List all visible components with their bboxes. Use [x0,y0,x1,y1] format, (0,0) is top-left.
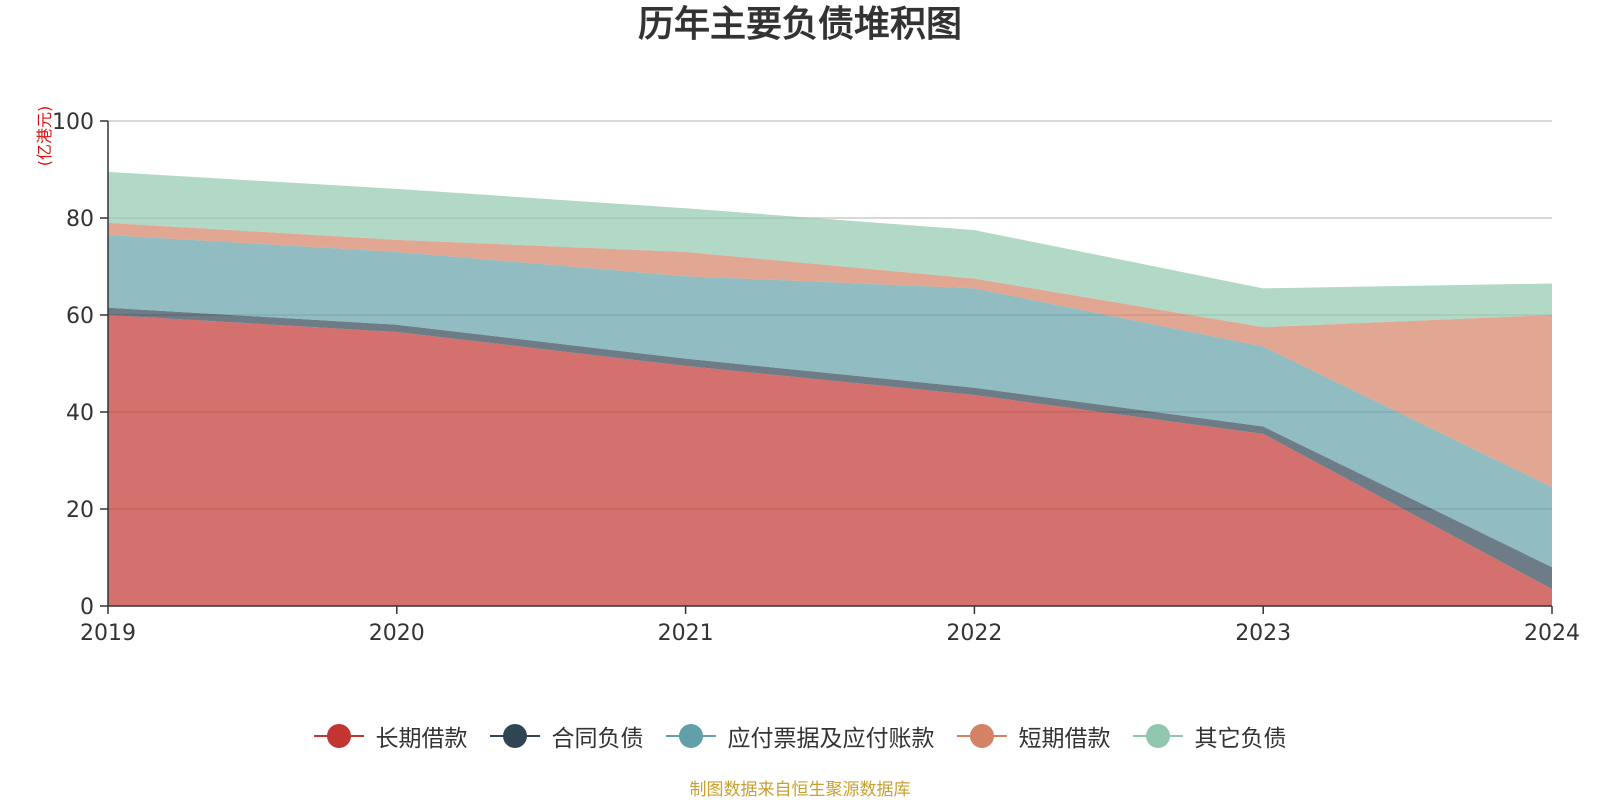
axes: 0 20 40 60 80 100 2019 2020 2021 2022 2023 2024 [52,110,1580,646]
legend-item-1[interactable]: 长期借款 [313,719,468,753]
area-series-4[interactable] [108,222,1552,488]
x-tick-label: 2024 [1524,621,1580,646]
legend-item-4[interactable]: 短期借款 [956,719,1111,753]
area-series [108,171,1552,606]
legend-item-2[interactable]: 合同负债 [489,719,644,753]
chart-title: 历年主要负债堆积图 [637,4,962,45]
legend-item-5[interactable]: 其它负债 [1132,719,1287,753]
x-tick-label: 2021 [658,621,714,646]
legend-label: 短期借款 [1018,726,1111,752]
y-tick-label: 80 [66,207,94,232]
source-note: 制图数据来自恒生聚源数据库 [689,780,911,800]
y-axis-label: (亿港元) [35,106,54,167]
y-tick-label: 0 [80,595,94,620]
legend-marker-icon [665,723,716,749]
y-tick-label: 40 [66,401,94,426]
legend-marker-icon [313,723,364,749]
x-tick-label: 2020 [369,621,425,646]
y-tick-label: 60 [66,304,94,329]
legend-label: 其它负债 [1194,726,1287,752]
y-tick-label: 20 [66,498,94,523]
legend-label: 长期借款 [375,726,468,752]
legend: 长期借款 合同负债 应付票据及应付账款 短期借款 其它负债 [0,718,1600,754]
x-tick-label: 2023 [1235,621,1291,646]
y-tick-label: 100 [52,110,94,135]
legend-marker-icon [1132,723,1183,749]
area-series-3[interactable] [108,234,1552,568]
legend-label: 合同负债 [551,726,644,752]
x-tick-label: 2022 [946,621,1002,646]
legend-marker-icon [489,723,540,749]
area-series-1[interactable] [108,315,1552,606]
legend-item-3[interactable]: 应付票据及应付账款 [665,719,935,753]
x-tick-label: 2019 [80,621,136,646]
legend-marker-icon [956,723,1007,749]
area-series-5[interactable] [108,171,1552,328]
legend-label: 应付票据及应付账款 [727,726,935,752]
